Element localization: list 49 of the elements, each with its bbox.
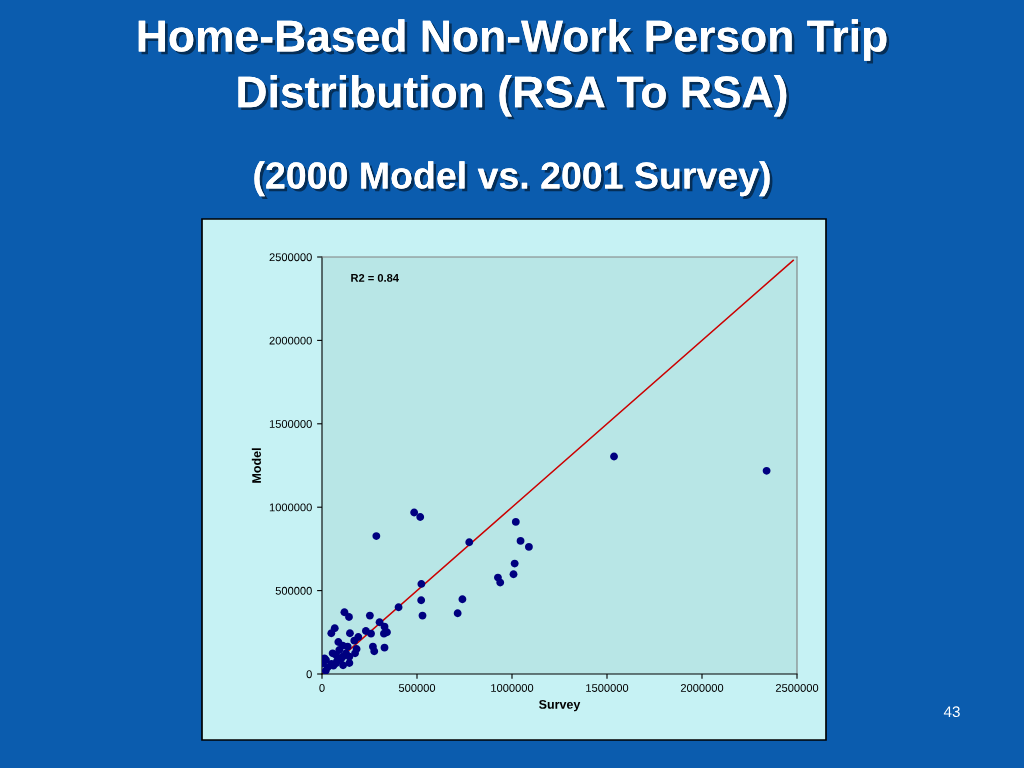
point	[453, 609, 462, 618]
point	[345, 652, 354, 661]
x-tick-label: 2500000	[775, 684, 819, 692]
x-tick-label: 1000000	[491, 684, 534, 692]
chart-subtitle: (2000 Model vs. 2001 Survey)	[254, 161, 773, 200]
point	[367, 629, 375, 638]
point	[510, 559, 519, 568]
point	[327, 629, 336, 638]
annotation: R2 = 0.84	[351, 273, 399, 282]
point	[417, 580, 426, 588]
point	[351, 649, 359, 658]
point	[394, 603, 403, 612]
point	[511, 517, 520, 526]
point	[524, 542, 533, 551]
point	[335, 646, 344, 654]
point	[370, 647, 379, 656]
point	[458, 595, 467, 604]
point	[416, 513, 425, 521]
point	[610, 452, 618, 461]
x-tick-label: 1500000	[586, 684, 629, 692]
y-tick-label: 0	[306, 670, 312, 679]
point	[365, 611, 374, 620]
point	[346, 629, 354, 638]
y-tick-label: 1000000	[269, 503, 312, 512]
y-tick-label: 2000000	[269, 336, 312, 345]
x-axis-title: Survey	[539, 699, 581, 712]
point	[516, 536, 525, 545]
point	[343, 642, 352, 651]
point	[372, 532, 381, 540]
x-tick-label: 0	[319, 684, 325, 692]
point	[418, 611, 427, 620]
point	[410, 508, 419, 517]
point	[509, 570, 518, 579]
y-tick-label: 500000	[275, 586, 312, 595]
y-tick-label: 2500000	[269, 253, 312, 262]
x-tick-label: 2000000	[680, 684, 724, 692]
point	[762, 466, 771, 475]
y-tick-label: 1500000	[269, 420, 312, 428]
point	[417, 596, 426, 605]
chart-title: Home-Based Non-Work Person Trip Distribution (RSA To RSA)	[138, 19, 890, 120]
x-tick-label: 500000	[398, 684, 436, 692]
point	[350, 636, 359, 645]
y-axis-title: Model	[251, 448, 261, 483]
point	[345, 613, 353, 621]
text: 43	[943, 706, 960, 718]
point	[380, 643, 389, 652]
point	[496, 578, 505, 587]
point	[465, 538, 474, 547]
point	[328, 649, 337, 658]
